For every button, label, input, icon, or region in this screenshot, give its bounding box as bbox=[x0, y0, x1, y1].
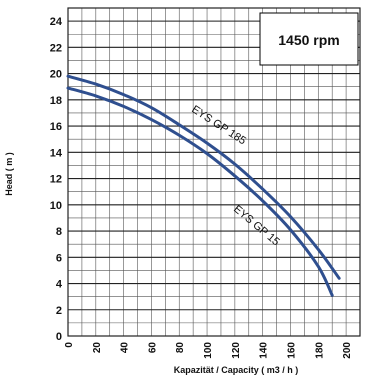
x-tick-label: 80 bbox=[175, 342, 186, 354]
y-tick-label: 4 bbox=[56, 279, 63, 291]
plot-frame bbox=[67, 7, 361, 337]
x-tick-label: 60 bbox=[147, 342, 158, 354]
x-tick-label: 140 bbox=[259, 342, 270, 359]
series-line-eys-gp-15 bbox=[66, 86, 334, 297]
y-tick-label: 24 bbox=[50, 16, 63, 28]
x-tick-label: 20 bbox=[92, 342, 103, 354]
x-tick-label: 100 bbox=[203, 342, 214, 359]
speed-annotation-text: 1450 rpm bbox=[278, 32, 339, 48]
series-lines bbox=[66, 74, 341, 297]
y-tick-label: 8 bbox=[56, 226, 62, 238]
y-tick-label: 16 bbox=[50, 121, 62, 133]
y-tick-label: 18 bbox=[50, 95, 62, 107]
x-tick-label: 40 bbox=[120, 342, 131, 354]
y-tick-label: 10 bbox=[50, 200, 62, 212]
x-tick-labels: 0 20 40 60 80 100 120 140 160 180 200 bbox=[64, 342, 353, 359]
speed-annotation-box bbox=[259, 12, 359, 66]
x-tick-label: 180 bbox=[314, 342, 325, 359]
y-tick-label: 2 bbox=[56, 305, 62, 317]
y-tick-label: 0 bbox=[56, 331, 62, 343]
y-tick-label: 22 bbox=[50, 42, 62, 54]
x-tick-label: 120 bbox=[231, 342, 242, 359]
y-axis-label: Head ( m ) bbox=[4, 152, 14, 196]
series-line-eys-gp-185 bbox=[66, 74, 341, 280]
major-grid bbox=[67, 7, 361, 337]
x-tick-label: 200 bbox=[342, 342, 353, 359]
y-tick-label: 12 bbox=[50, 174, 62, 186]
y-tick-label: 20 bbox=[50, 69, 62, 81]
speed-annotation: 1450 rpm bbox=[259, 12, 359, 66]
y-tick-label: 14 bbox=[50, 147, 63, 159]
x-axis-label: Kapazität / Capacity ( m3 / h ) bbox=[174, 365, 299, 375]
y-tick-label: 6 bbox=[56, 252, 62, 264]
x-tick-label: 0 bbox=[64, 342, 75, 348]
x-tick-label: 160 bbox=[286, 342, 297, 359]
